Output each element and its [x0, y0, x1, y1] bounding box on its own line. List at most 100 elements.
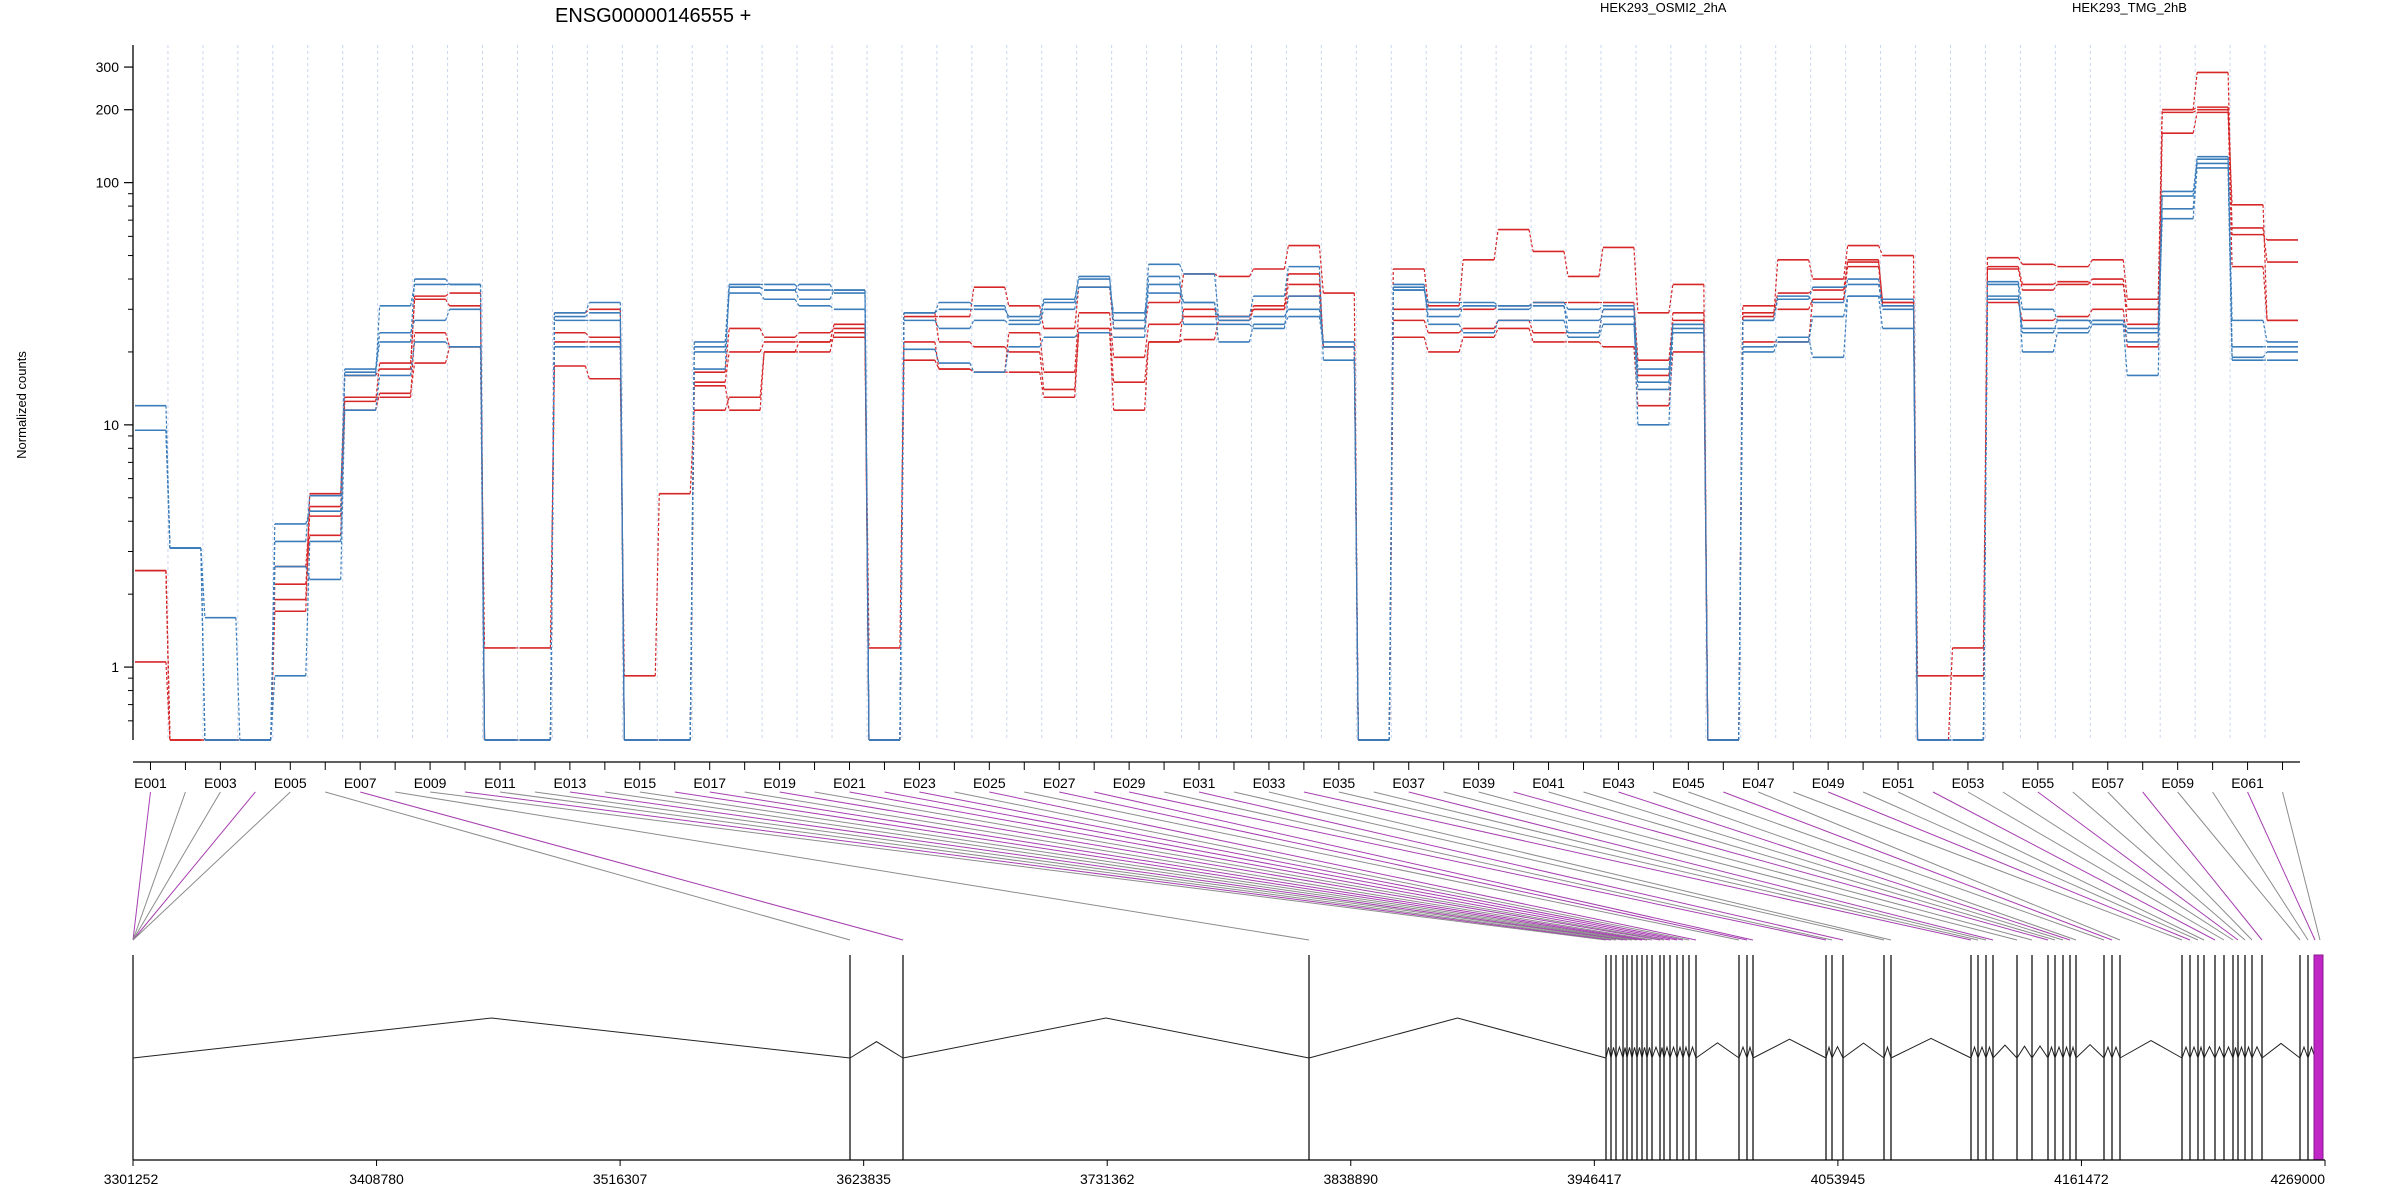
series-connector — [2122, 284, 2128, 310]
x-tick-label: E023 — [903, 775, 936, 791]
series-connector — [549, 365, 556, 648]
series-connector — [1248, 268, 1254, 277]
y-tick-label: 100 — [96, 175, 120, 191]
series-connector — [1458, 305, 1464, 317]
intron-connector — [1883, 1045, 1892, 1059]
series-connector — [829, 305, 835, 310]
intron-connector — [1610, 1047, 1617, 1059]
series-connector — [1843, 296, 1849, 358]
series-connector — [1353, 360, 1359, 741]
series-connector — [1808, 259, 1814, 280]
series-connector — [1214, 273, 1219, 277]
exon-connector — [2107, 791, 2253, 941]
series-connector — [2017, 302, 2023, 321]
series-connector — [2122, 324, 2128, 376]
exon-connector — [1059, 791, 1748, 941]
exon-connector — [639, 791, 1638, 941]
series-connector — [759, 328, 765, 338]
series-connector — [410, 362, 416, 394]
series-connector — [305, 511, 311, 525]
series-connector — [1528, 302, 1534, 307]
series-connector — [1563, 320, 1569, 338]
series-connector — [689, 410, 695, 494]
series-connector — [969, 302, 975, 307]
exon-connector — [2247, 791, 2316, 941]
series-connector — [2087, 319, 2093, 325]
exon-connector — [1758, 791, 2121, 941]
y-tick-label: 1 — [111, 659, 119, 675]
exon-connector — [132, 791, 256, 941]
series-connector — [794, 298, 800, 307]
series-connector — [1074, 287, 1080, 329]
intron-connector — [2197, 1045, 2205, 1059]
x-tick-label: E055 — [2022, 775, 2055, 791]
legend-label-tmg: HEK293_TMG_2hB — [2072, 0, 2187, 15]
series-connector — [1283, 273, 1289, 306]
series-connector — [1039, 372, 1045, 398]
series-connector — [1458, 305, 1464, 310]
legend-label-osmi2: HEK293_OSMI2_2hA — [1600, 0, 1727, 15]
series-connector — [1843, 245, 1849, 280]
exon-connector — [2282, 791, 2321, 941]
series-connector — [829, 328, 835, 334]
exon-connector — [430, 791, 1607, 941]
exon-connector — [1303, 791, 1972, 941]
series-connector — [2157, 109, 2163, 300]
x-tick-label: E051 — [1882, 775, 1915, 791]
series-connector — [829, 336, 835, 343]
series-connector — [2122, 259, 2128, 300]
series-connector — [759, 292, 765, 300]
series-connector — [1074, 276, 1080, 303]
intron-connector — [1688, 1045, 1697, 1059]
series-connector — [444, 332, 451, 347]
series-connector — [2157, 191, 2163, 333]
intron-connector — [1825, 1045, 1833, 1059]
exon-connector — [325, 791, 851, 941]
series-connector — [1668, 320, 1674, 361]
exon-connector — [954, 791, 1690, 941]
exon-connector — [1129, 791, 1827, 941]
series-connector — [1249, 316, 1254, 321]
exon-connector — [884, 791, 1678, 941]
series-connector — [1039, 302, 1045, 321]
series-connector — [2087, 278, 2093, 285]
exon-connector — [849, 791, 1671, 941]
series-connector — [165, 570, 171, 741]
series-connector — [1423, 289, 1429, 310]
exon-connector — [1653, 791, 2077, 941]
exon-connector — [2212, 791, 2309, 941]
genomic-tick-label: 4269000 — [2270, 1171, 2325, 1187]
series-connector — [1458, 259, 1464, 306]
series-connector — [829, 332, 835, 353]
series-connector — [1598, 324, 1604, 338]
intron-connector — [1651, 1045, 1661, 1059]
series-connector — [1947, 647, 1954, 741]
series-connector — [1563, 305, 1569, 333]
x-tick-label: E041 — [1532, 775, 1565, 791]
series-connector — [200, 548, 206, 618]
x-tick-label: E049 — [1812, 775, 1845, 791]
series-connector — [410, 341, 416, 376]
series-connector — [1004, 308, 1010, 317]
series-connector — [1493, 302, 1499, 307]
series-connector — [2053, 281, 2058, 285]
series-connector — [375, 332, 381, 370]
series-connector — [2087, 308, 2093, 317]
exon-connector — [2177, 791, 2301, 941]
exon-connector — [1862, 791, 2199, 941]
series-connector — [1318, 266, 1324, 361]
exon-connector — [569, 791, 1628, 941]
intron-connector — [1831, 1045, 1844, 1059]
series-connector — [2262, 227, 2268, 263]
series-connector — [1877, 296, 1884, 329]
exon-connector — [1688, 791, 2105, 941]
series-connector — [584, 312, 590, 317]
series-connector — [934, 349, 940, 364]
exon-connector — [1932, 791, 2216, 941]
series-connector — [2192, 167, 2198, 219]
x-tick-label: E027 — [1043, 775, 1076, 791]
intron-connector — [2299, 1045, 2309, 1059]
x-tick-label: E059 — [2161, 775, 2194, 791]
exon-connector-lines — [132, 791, 2321, 941]
series-connector — [1843, 259, 1849, 300]
